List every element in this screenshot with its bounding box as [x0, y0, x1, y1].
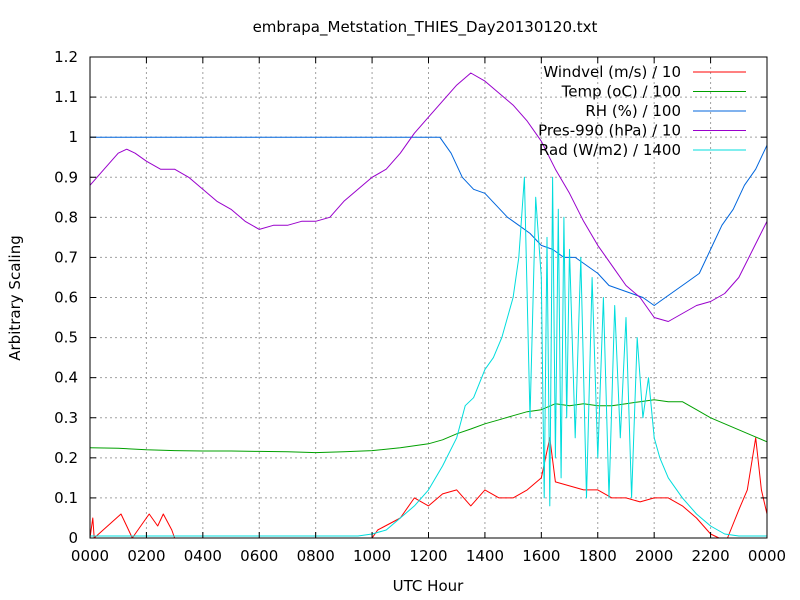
legend-label-windvel: Windvel (m/s) / 10	[543, 63, 681, 81]
x-tick-label: 0800	[297, 547, 335, 565]
x-tick-label: 0200	[127, 547, 165, 565]
y-tick-label: 0.1	[54, 489, 78, 507]
y-tick-label: 1.1	[54, 88, 78, 106]
y-tick-label: 0.7	[54, 248, 78, 266]
y-tick-labels: 0 0.1 0.2 0.3 0.4 0.5 0.6 0.7 0.8 0.9 1 1.1 1.2	[54, 48, 78, 547]
legend-label-pres: Pres-990 (hPa) / 10	[538, 122, 681, 140]
y-tick-label: 0.3	[54, 409, 78, 427]
legend-label-rad: Rad (W/m2) / 1400	[539, 141, 681, 159]
y-tick-label: 0.6	[54, 289, 78, 307]
y-tick-label: 0	[68, 529, 78, 547]
series-line-pres	[89, 72, 768, 322]
y-tick-label: 0.8	[54, 208, 78, 226]
x-tick-label: 1800	[579, 547, 617, 565]
x-tick-label: 1000	[353, 547, 391, 565]
x-tick-label: 1200	[409, 547, 447, 565]
x-tick-label: 1600	[522, 547, 560, 565]
series-lines	[89, 72, 768, 539]
legend-label-temp: Temp (oC) / 100	[561, 83, 681, 101]
x-tick-label: 2200	[691, 547, 729, 565]
chart-title: embrapa_Metstation_THIES_Day20130120.txt	[253, 18, 598, 37]
y-tick-label: 0.4	[54, 369, 78, 387]
x-tick-label: 0600	[240, 547, 278, 565]
series-line-rad	[90, 176, 767, 537]
x-tick-label: 1400	[466, 547, 504, 565]
series-line-temp	[89, 399, 768, 454]
y-tick-label: 0.2	[54, 449, 78, 467]
x-axis-label: UTC Hour	[393, 577, 464, 595]
y-axis-label: Arbitrary Scaling	[6, 235, 24, 361]
axis-ticks	[89, 56, 768, 539]
y-tick-label: 1.2	[54, 48, 78, 66]
x-tick-label: 0000	[71, 547, 109, 565]
y-tick-label: 0.5	[54, 329, 78, 347]
x-tick-label: 0000	[748, 547, 786, 565]
legend-label-rh: RH (%) / 100	[585, 102, 681, 120]
y-tick-label: 1	[68, 128, 78, 146]
x-tick-label: 0400	[184, 547, 222, 565]
series-line-windvel	[89, 437, 768, 539]
y-tick-label: 0.9	[54, 168, 78, 186]
x-tick-label: 2000	[635, 547, 673, 565]
x-tick-labels: 0000 0200 0400 0600 0800 1000 1200 1400 1600 1800…	[71, 547, 786, 565]
